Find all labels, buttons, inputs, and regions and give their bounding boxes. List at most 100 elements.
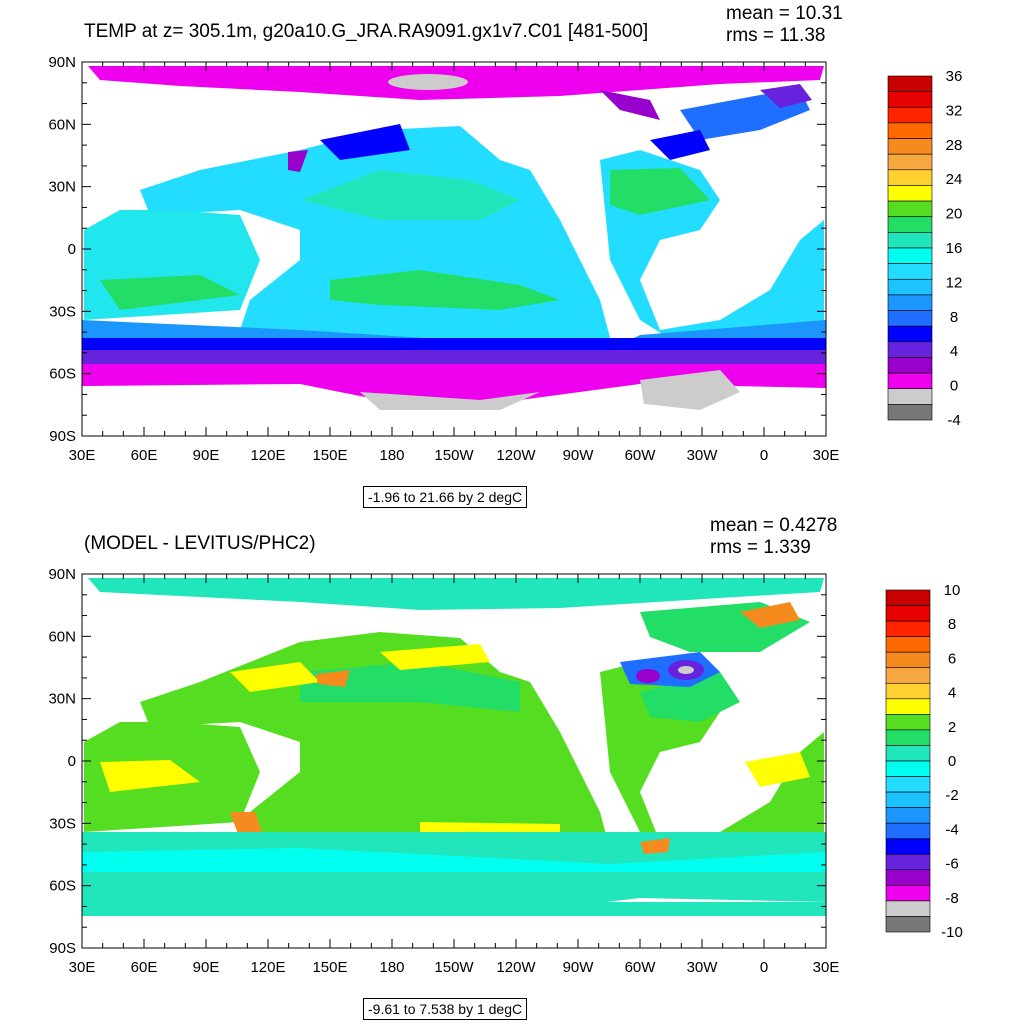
colorbar-label: 4 [948, 685, 956, 702]
x-tick-label: 30E [813, 959, 840, 976]
rms-value: 11.38 [779, 25, 826, 46]
colorbar-swatch [885, 698, 931, 715]
colorbar-swatch [885, 760, 931, 777]
colorbar-swatch [885, 869, 931, 886]
y-tick-label: 60N [48, 628, 76, 645]
mean-label: mean = [710, 515, 780, 536]
colorbar-swatch [885, 791, 931, 808]
colorbar-label: -6 [945, 856, 958, 873]
y-axis: 90N 60N 30N 0 30S 60S 90S [48, 54, 826, 445]
colorbar-swatch [887, 232, 933, 249]
colorbar-swatch [885, 838, 931, 855]
colorbar-label: 20 [946, 206, 963, 223]
y-tick-label: 60N [48, 116, 76, 133]
x-tick-label: 150E [312, 959, 347, 976]
colorbar-swatch [887, 325, 933, 343]
colorbar-swatch [885, 667, 931, 684]
x-tick-label: 120E [250, 447, 285, 464]
colorbar-label: 8 [948, 616, 956, 633]
y-axis: 90N 60N 30N 0 30S 60S 90S [48, 566, 826, 957]
x-tick-label: 120W [496, 959, 536, 976]
colorbar-label: 2 [948, 719, 956, 736]
mean-stat: mean = 0.4278 [710, 516, 837, 536]
y-tick-label: 90N [48, 54, 76, 71]
colorbar-label: -2 [945, 787, 958, 804]
y-tick-label: 60S [49, 366, 76, 383]
colorbar-swatch [885, 651, 931, 669]
rms-label: rms = [726, 25, 780, 46]
x-tick-label: 60E [131, 447, 158, 464]
colorbar-label: 24 [946, 171, 963, 188]
mean-value: 0.4278 [779, 515, 838, 536]
contour-range-label: -9.61 to 7.538 by 1 degC [363, 998, 528, 1020]
colorbar-label: 16 [946, 240, 963, 257]
colorbar-swatch [887, 169, 933, 186]
colorbar-swatch [887, 372, 933, 390]
colorbar-swatch [885, 807, 931, 824]
x-tick-label: 150E [312, 447, 347, 464]
map-plot: 90N 60N 30N 0 30S 60S 90S 30E 60E 90E 120E 150E 180… [48, 54, 963, 464]
colorbar-label: -4 [947, 412, 960, 429]
colorbar-label: 36 [946, 68, 963, 85]
x-tick-label: 150W [434, 959, 474, 976]
rms-stat: rms = 11.38 [726, 26, 825, 46]
x-tick-label: 90W [563, 447, 595, 464]
colorbar-swatch [887, 263, 933, 280]
panel-title: (MODEL - LEVITUS/PHC2) [84, 533, 316, 554]
x-tick-label: 90E [193, 959, 220, 976]
colorbar-swatch [885, 682, 931, 700]
colorbar-label: 10 [944, 582, 961, 599]
colorbar-swatch [885, 620, 931, 637]
colorbar-label: -10 [941, 924, 963, 941]
contour-range-label: -1.96 to 21.66 by 2 degC [363, 486, 528, 508]
x-tick-label: 180 [379, 959, 404, 976]
colorbar-swatch [885, 729, 931, 746]
mean-value: 10.31 [795, 3, 843, 24]
colorbar-swatch [887, 106, 933, 124]
y-tick-label: 30S [49, 815, 76, 832]
colorbar-swatch [887, 153, 933, 171]
colorbar-swatch [885, 853, 931, 871]
x-tick-label: 30W [687, 959, 719, 976]
y-tick-label: 30N [48, 179, 76, 196]
y-tick-label: 90S [49, 428, 76, 445]
colorbar-label: 8 [950, 309, 958, 326]
x-tick-label: 60E [131, 959, 158, 976]
colorbar-swatch [887, 404, 933, 421]
colorbar-swatch [885, 745, 931, 762]
colorbar-swatch [885, 636, 931, 653]
colorbar-swatch [885, 589, 931, 606]
panel-temperature: TEMP at z= 305.1m, g20a10.G_JRA.RA9091.g… [48, 4, 963, 508]
x-tick-label: 120E [250, 959, 285, 976]
y-tick-label: 30N [48, 691, 76, 708]
x-tick-label: 120W [496, 447, 536, 464]
y-tick-label: 60S [49, 878, 76, 895]
colorbar-swatch [885, 776, 931, 793]
colorbar-swatch [885, 916, 931, 933]
colorbar-label: 12 [946, 274, 963, 291]
colorbar: 10 8 6 4 2 0 -2 -4 -6 -8 -10 [885, 582, 963, 941]
x-tick-label: 0 [760, 959, 768, 976]
y-tick-label: 90N [48, 566, 76, 583]
mean-stat: mean = 10.31 [726, 4, 843, 24]
colorbar-label: 6 [948, 650, 956, 667]
colorbar-label: 28 [946, 137, 963, 154]
colorbar-swatch [887, 341, 933, 358]
rms-label: rms = [710, 537, 764, 558]
colorbar-swatch [885, 822, 931, 840]
y-tick-label: 0 [68, 753, 76, 770]
colorbar-swatch [885, 885, 931, 902]
x-axis: 30E 60E 90E 120E 150E 180 150W 120W 90W 60W 30W 0 30… [69, 62, 840, 464]
x-tick-label: 60W [625, 447, 657, 464]
colorbar-swatch [887, 388, 933, 405]
x-tick-label: 30E [813, 447, 840, 464]
colorbar-label: 32 [946, 102, 963, 119]
colorbar-label: -4 [945, 821, 958, 838]
colorbar-swatch [887, 200, 933, 218]
panel-difference: (MODEL - LEVITUS/PHC2) mean = 0.4278 rms… [0, 512, 1024, 1024]
colorbar-label: 4 [950, 343, 958, 360]
x-tick-label: 90E [193, 447, 220, 464]
x-tick-label: 150W [434, 447, 474, 464]
colorbar-swatch [887, 278, 933, 296]
colorbar-swatch [887, 138, 933, 155]
